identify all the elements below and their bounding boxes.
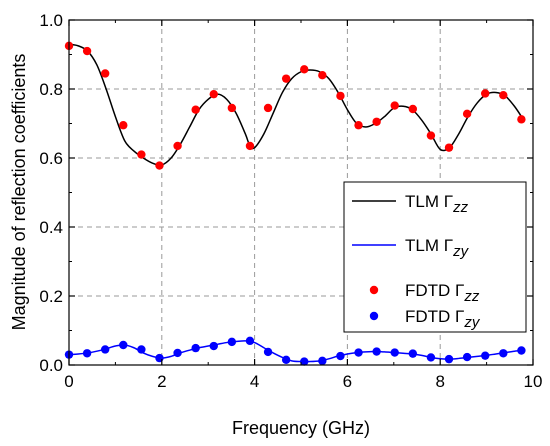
legend-box	[343, 181, 527, 333]
data-point-3	[517, 346, 526, 355]
data-point-2	[245, 141, 255, 151]
data-point-3	[390, 348, 399, 357]
axis-ticks	[68, 19, 534, 366]
data-point-3	[354, 348, 363, 357]
data-point-3	[173, 348, 182, 358]
y-tick-label: 0.0	[39, 356, 63, 375]
legend-label-subscript: zz	[452, 199, 469, 216]
data-point-3	[444, 354, 454, 364]
legend-label-subscript: zy	[463, 314, 481, 331]
data-point-3	[281, 355, 291, 365]
data-point-3	[499, 349, 508, 358]
data-point-3	[300, 357, 309, 366]
data-point-2	[82, 46, 92, 56]
data-point-3	[245, 336, 255, 346]
data-point-3	[155, 353, 164, 363]
data-point-3	[119, 340, 128, 350]
data-point-2	[318, 71, 327, 80]
data-point-2	[517, 115, 526, 124]
y-tick-label: 1.0	[39, 11, 63, 30]
x-tick-label: 10	[524, 372, 543, 391]
data-point-3	[426, 353, 436, 362]
legend-label-prefix: FDTD Γ	[405, 281, 464, 300]
series-line-0	[68, 43, 525, 166]
data-point-3	[318, 356, 327, 366]
data-point-2	[336, 91, 345, 101]
data-point-2	[137, 150, 146, 159]
data-point-2	[263, 103, 273, 113]
x-tick-label: 2	[157, 372, 166, 391]
data-point-3	[82, 349, 92, 358]
y-tick-label: 0.2	[39, 287, 63, 306]
legend-label: FDTD Γzy	[405, 307, 481, 331]
data-point-2	[300, 65, 309, 74]
x-tick-label: 6	[343, 372, 352, 391]
data-point-2	[227, 103, 237, 113]
data-point-3	[137, 345, 146, 354]
legend-label: FDTD Γzz	[405, 281, 480, 305]
data-point-3	[462, 352, 472, 362]
legend-label-subscript: zy	[452, 243, 470, 260]
data-point-2	[281, 74, 291, 83]
data-point-2	[444, 143, 454, 152]
data-point-2	[390, 101, 399, 110]
y-tick-label: 0.8	[39, 80, 63, 99]
legend-label: TLM Γzz	[405, 192, 469, 216]
data-point-2	[354, 121, 363, 130]
legend-label-prefix: FDTD Γ	[405, 307, 464, 326]
legend-label-subscript: zz	[463, 288, 480, 305]
data-point-3	[336, 351, 345, 361]
data-point-3	[227, 337, 237, 347]
data-point-2	[100, 69, 110, 78]
legend-label-prefix: TLM Γ	[405, 192, 453, 211]
x-tick-label: 0	[64, 372, 73, 391]
data-point-3	[209, 341, 218, 351]
data-point-2	[372, 117, 381, 126]
data-point-2	[462, 109, 472, 119]
data-point-2	[119, 121, 128, 130]
y-tick-label: 0.4	[39, 218, 63, 237]
legend-label-prefix: TLM Γ	[405, 236, 453, 255]
data-point-2	[481, 89, 490, 98]
y-tick-label: 0.6	[39, 149, 63, 168]
x-tick-label: 4	[250, 372, 259, 391]
legend-marker-swatch	[369, 285, 379, 295]
data-point-3	[191, 343, 200, 353]
data-point-2	[155, 161, 164, 170]
data-point-2	[426, 131, 436, 140]
data-point-2	[173, 141, 182, 151]
data-point-2	[499, 91, 508, 100]
data-point-3	[408, 349, 418, 358]
data-point-2	[191, 105, 200, 114]
series-line-1	[68, 340, 524, 363]
data-point-3	[372, 347, 381, 356]
data-point-2	[209, 89, 218, 99]
series-markers	[64, 41, 526, 366]
x-tick-label: 8	[435, 372, 444, 391]
y-axis-title: Magnitude of reflection coefficients	[9, 54, 29, 331]
data-point-3	[100, 345, 110, 354]
tick-labels: 0 2 4 6 8 10 0.0 0.2 0.4 0.6 0.8 1.0	[39, 11, 542, 391]
x-axis-title: Frequency (GHz)	[232, 418, 370, 438]
legend-label: TLM Γzy	[405, 236, 470, 260]
data-point-3	[263, 347, 273, 357]
data-point-3	[481, 351, 490, 360]
legend-marker-swatch	[369, 311, 379, 321]
data-point-2	[408, 104, 418, 114]
